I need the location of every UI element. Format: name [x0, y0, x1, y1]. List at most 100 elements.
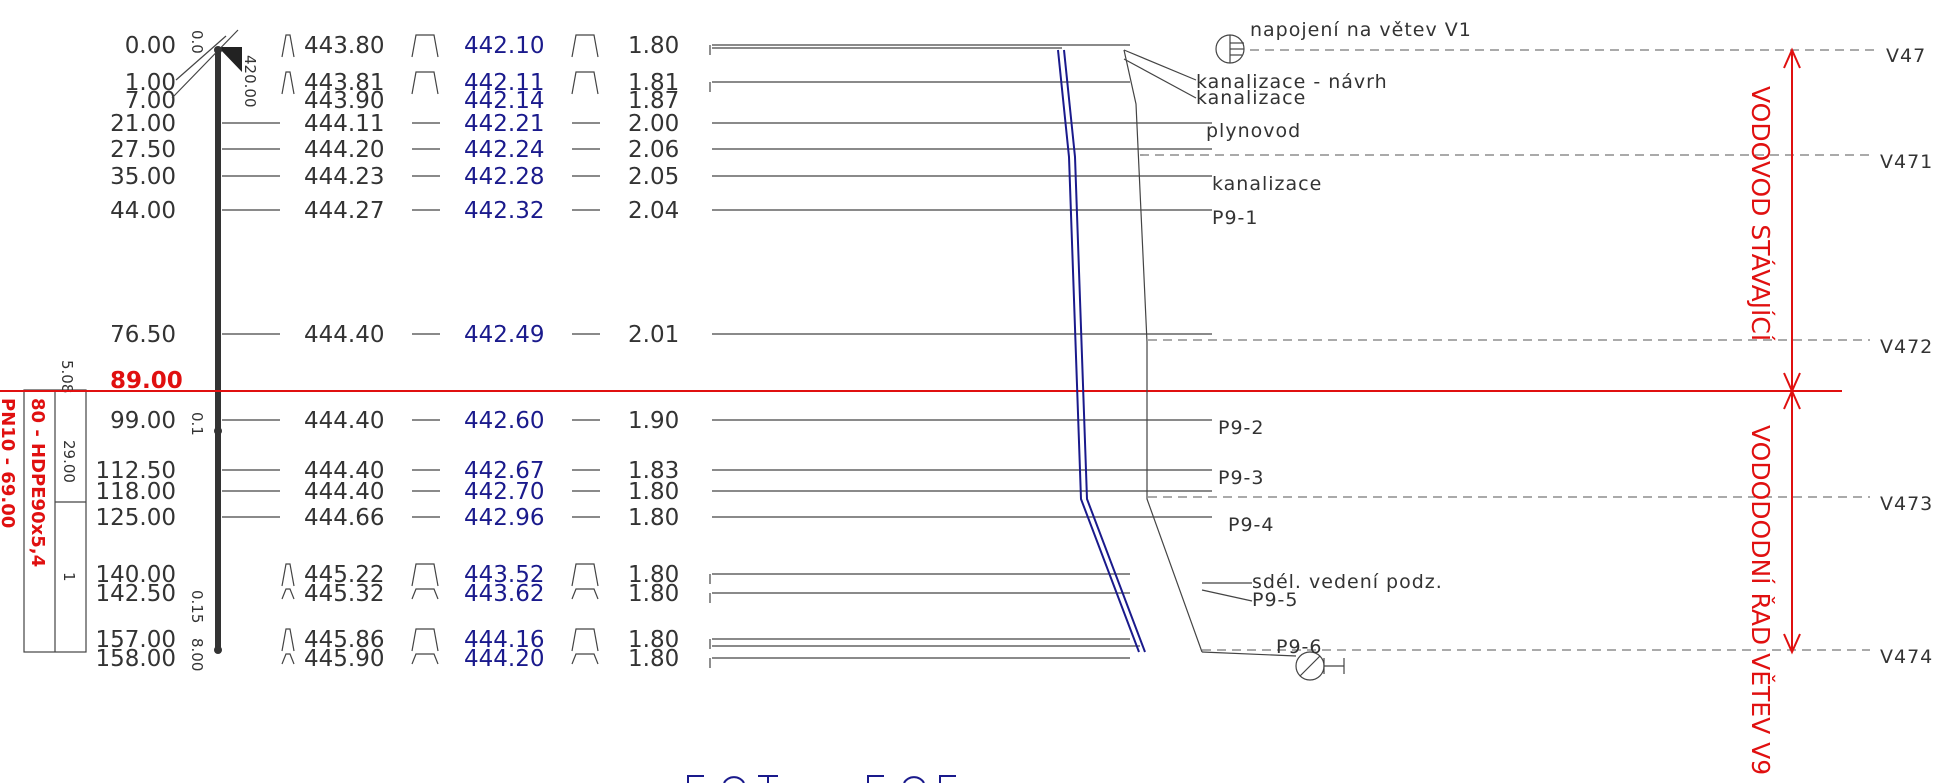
start-marker-diagonal-2	[175, 35, 227, 81]
station-pipe-elevation: 442.60	[464, 408, 544, 434]
section-new-label: VODODODNÍ ŘAD VĚTEV V9	[1746, 425, 1775, 775]
slope-length-3: 8.00	[188, 638, 206, 671]
label-kanalizace-1: kanalizace	[1196, 87, 1306, 109]
pipe-pn: PN10 - 69.00	[0, 398, 18, 528]
station-pipe-elevation: 443.52	[464, 562, 544, 588]
station-chainage: 35.00	[110, 164, 176, 190]
station-terrain-elevation: 445.32	[304, 581, 384, 607]
station-rows: 0.00 443.80 442.10 1.80 1.00 443.81 442.11 1.81…	[96, 33, 1212, 672]
label-kanalizace-2: kanalizace	[1212, 173, 1322, 195]
start-marker-diagonal-1	[171, 29, 239, 99]
station-chainage: 140.00	[96, 562, 176, 588]
station-pipe-elevation: 443.62	[464, 581, 544, 607]
slope-label-1: 0.0	[188, 30, 206, 54]
station-pipe-elevation: 442.67	[464, 458, 544, 484]
point-v472: V472	[1880, 336, 1933, 358]
slope-label-3: 0.15	[188, 590, 206, 623]
station-chainage: 125.00	[96, 505, 176, 531]
section-existing-label: VODOVOD STÁVAJÍCÍ	[1746, 86, 1775, 341]
station-chainage: 27.50	[110, 137, 176, 163]
station-bracket	[281, 563, 295, 587]
station-depth: 2.01	[628, 322, 679, 348]
station-terrain-elevation: 444.40	[304, 479, 384, 505]
label-plynovod: plynovod	[1206, 120, 1301, 142]
cropped-title-glyphs	[687, 775, 956, 783]
station-bracket	[571, 71, 599, 95]
station-bracket	[411, 34, 439, 58]
station-depth: 1.80	[628, 627, 679, 653]
pipe-line-outer	[1057, 49, 1140, 653]
point-v473: V473	[1880, 493, 1933, 515]
station-terrain-elevation: 444.20	[304, 137, 384, 163]
station-terrain-elevation: 445.90	[304, 646, 384, 672]
pipe-segment-length: 29.00	[60, 440, 78, 483]
callout-kanalizace-1	[1123, 58, 1197, 99]
station-pipe-elevation: 442.28	[464, 164, 544, 190]
station-chainage: 99.00	[110, 408, 176, 434]
station-terrain-elevation: 444.40	[304, 458, 384, 484]
station-pipe-elevation: 442.10	[464, 33, 544, 59]
point-v471: V471	[1880, 151, 1933, 173]
station-bracket	[411, 588, 439, 600]
pipe-line-inner	[1063, 49, 1146, 653]
leader-p9-5	[1201, 589, 1253, 602]
label-p9-2: P9-2	[1218, 417, 1265, 439]
station-terrain-elevation: 444.23	[304, 164, 384, 190]
station-chainage: 21.00	[110, 111, 176, 137]
station-bracket	[411, 71, 439, 95]
station-pipe-elevation: 442.14	[464, 88, 544, 114]
station-bracket	[281, 71, 295, 95]
station-bracket	[281, 588, 295, 600]
station-bracket	[571, 653, 599, 665]
station-bracket	[411, 563, 439, 587]
station-chainage: 0.00	[125, 33, 176, 59]
station-depth: 1.83	[628, 458, 679, 484]
station-terrain-elevation: 443.81	[304, 70, 384, 96]
station-depth: 1.80	[628, 505, 679, 531]
slope-length-1: 420.00	[241, 55, 259, 108]
label-napojeni: napojení na větev V1	[1250, 19, 1472, 41]
station-bracket	[281, 628, 295, 652]
station-terrain-elevation: 444.40	[304, 408, 384, 434]
label-p9-5: P9-5	[1252, 589, 1299, 611]
pipe-segment-count: 1	[60, 572, 78, 582]
station-chainage: 1.00	[125, 70, 176, 96]
label-p9-1: P9-1	[1212, 207, 1259, 229]
station-pipe-elevation: 442.11	[464, 70, 544, 96]
station-depth: 1.90	[628, 408, 679, 434]
station-depth: 1.87	[628, 88, 679, 114]
station-depth: 2.00	[628, 111, 679, 137]
station-depth: 1.80	[628, 562, 679, 588]
label-sdel: sdél. vedení podz.	[1252, 571, 1443, 593]
slope-label-2: 0.1	[188, 412, 206, 436]
station-depth: 1.80	[628, 33, 679, 59]
label-kanalizace-navrh: kanalizace - návrh	[1196, 71, 1388, 93]
axis-node-99	[214, 427, 222, 435]
station-chainage: 112.50	[96, 458, 176, 484]
station-bracket	[571, 628, 599, 652]
station-depth: 1.81	[628, 70, 679, 96]
station-terrain-elevation: 443.80	[304, 33, 384, 59]
axis-node-start	[214, 46, 222, 54]
section-dimension-arrows	[1783, 47, 1801, 655]
dashed-reference-lines	[1140, 49, 1880, 651]
pipe-spec: 80 - HDPE90x5,4	[27, 398, 48, 567]
station-pipe-elevation: 442.32	[464, 198, 544, 224]
station-chainage: 76.50	[110, 322, 176, 348]
station-chainage: 158.00	[96, 646, 176, 672]
junction-symbol-v1	[1215, 34, 1245, 64]
station-terrain-elevation: 443.90	[304, 88, 384, 114]
station-pipe-elevation: 442.70	[464, 479, 544, 505]
station-bracket	[281, 653, 295, 665]
station-chainage: 142.50	[96, 581, 176, 607]
point-v47: V47	[1886, 45, 1926, 67]
station-bracket	[571, 34, 599, 58]
station-terrain-elevation: 445.22	[304, 562, 384, 588]
station-pipe-elevation: 442.21	[464, 111, 544, 137]
station-bracket	[571, 588, 599, 600]
station-terrain-elevation: 444.11	[304, 111, 384, 137]
station-pipe-elevation: 442.24	[464, 137, 544, 163]
station-depth: 1.80	[628, 479, 679, 505]
station-bracket	[411, 653, 439, 665]
